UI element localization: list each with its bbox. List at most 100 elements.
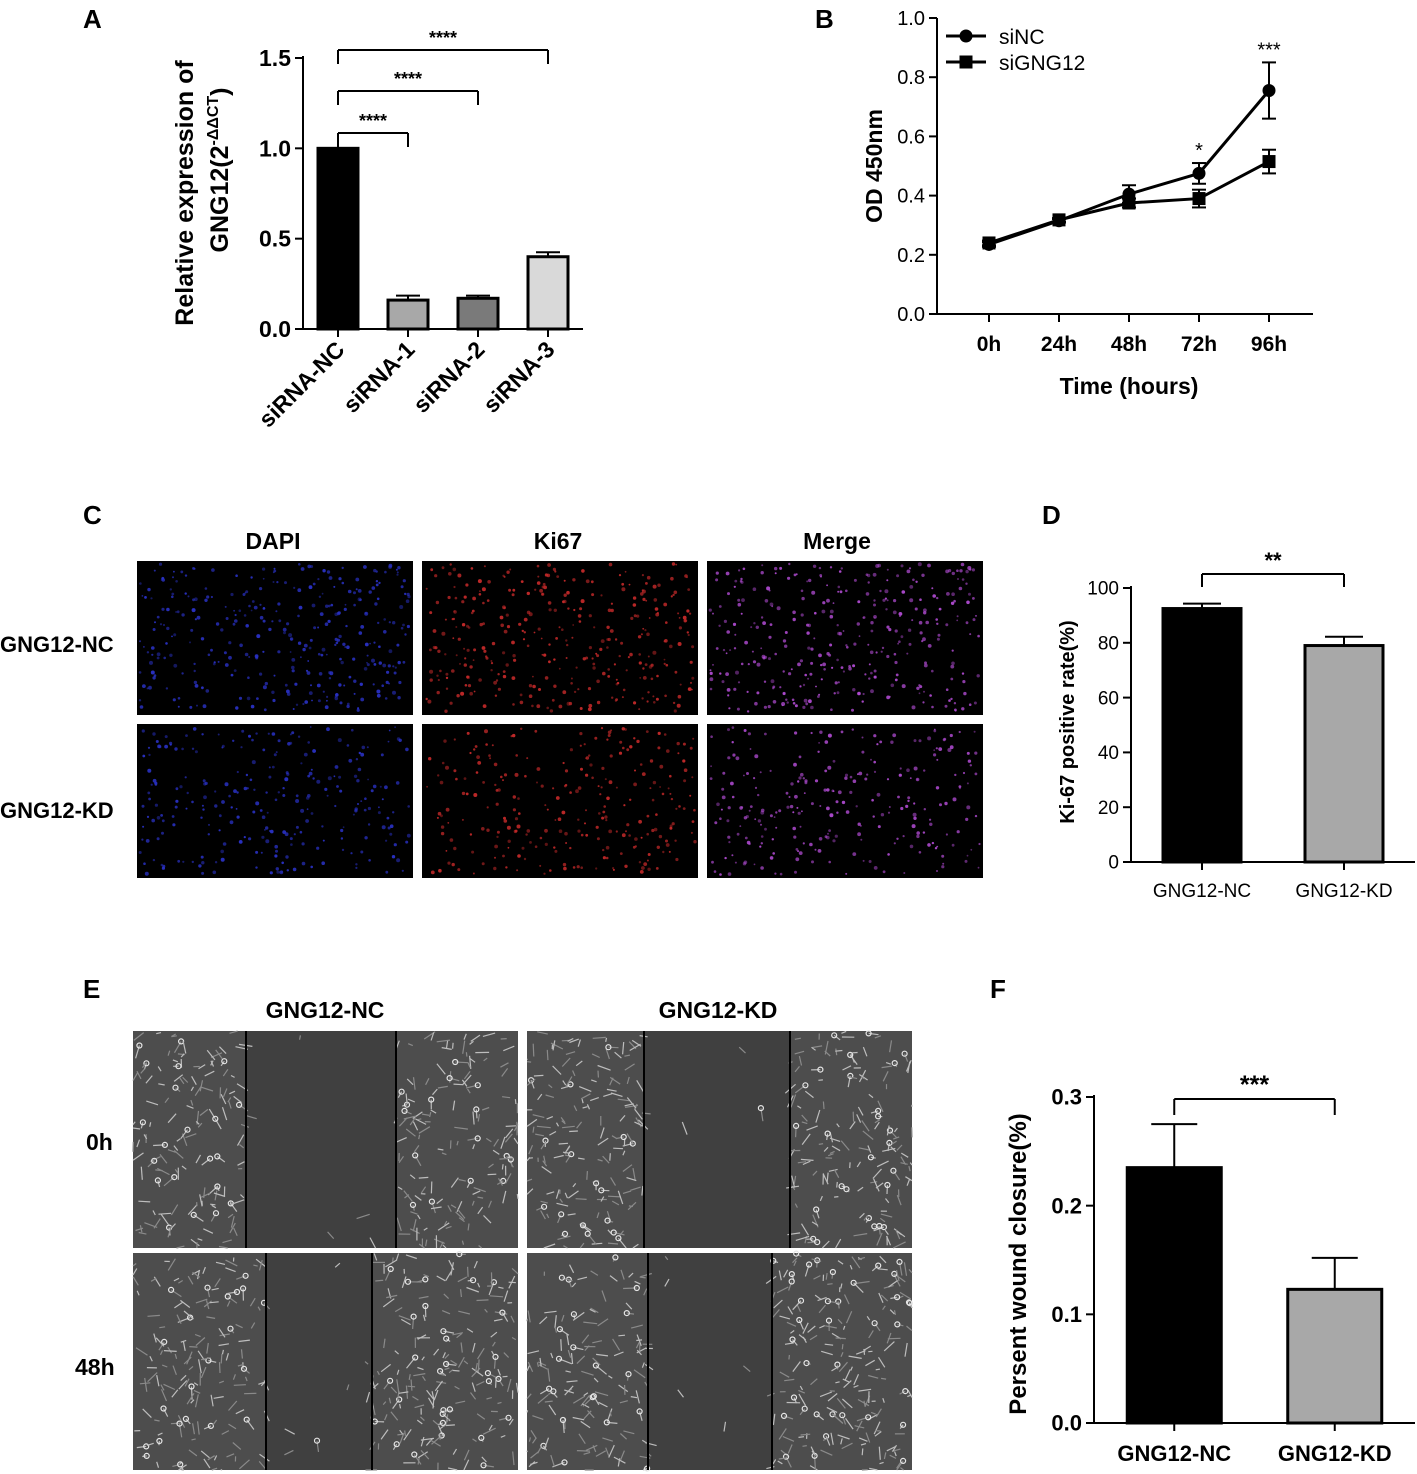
cell-nucleus <box>186 791 189 795</box>
cell-nucleus <box>558 667 561 670</box>
cell-texture <box>228 1400 238 1411</box>
cell-texture <box>375 1279 384 1282</box>
cell-texture <box>568 1151 575 1158</box>
cell-nucleus <box>968 592 971 596</box>
cell-nucleus <box>855 805 858 808</box>
cell-nucleus <box>726 819 730 823</box>
cell-nucleus <box>313 626 317 630</box>
cell-nucleus <box>503 773 508 777</box>
cell-texture <box>537 1394 549 1404</box>
cell-texture <box>837 1434 850 1440</box>
cell-nucleus <box>143 646 145 648</box>
cell-nucleus <box>641 589 644 592</box>
cell-nucleus <box>503 575 506 578</box>
cell-texture <box>582 1224 592 1232</box>
cell-nucleus <box>511 676 516 680</box>
cell-texture <box>836 1398 846 1409</box>
cell-texture <box>458 1178 466 1182</box>
cell-nucleus <box>951 571 955 576</box>
cell-texture <box>550 1388 557 1395</box>
cell-texture <box>641 1185 644 1196</box>
cell-texture <box>470 1277 477 1284</box>
cell-nucleus <box>392 811 395 814</box>
cell-nucleus <box>639 763 643 766</box>
cell-texture <box>845 1311 853 1324</box>
cell-nucleus <box>246 696 251 701</box>
cell-texture <box>797 1105 802 1109</box>
cell-nucleus <box>829 643 833 647</box>
cell-nucleus <box>141 595 144 597</box>
cell-nucleus <box>507 839 511 843</box>
cell-nucleus <box>334 765 339 769</box>
cell-nucleus <box>404 633 407 636</box>
cell-texture <box>562 1080 567 1086</box>
cell-nucleus <box>886 599 889 602</box>
cell-nucleus <box>346 744 350 747</box>
cell-nucleus <box>811 860 814 864</box>
cell-texture <box>505 1173 512 1184</box>
cell-texture <box>469 1040 474 1045</box>
cell-nucleus <box>892 733 897 738</box>
cell-texture <box>580 1093 591 1100</box>
cell-texture <box>580 1420 591 1429</box>
cell-nucleus <box>478 678 482 682</box>
cell-nucleus <box>565 639 568 642</box>
cell-texture <box>528 1437 531 1442</box>
cell-texture <box>438 1425 444 1437</box>
cell-texture <box>452 1448 458 1455</box>
cell-nucleus <box>972 597 975 600</box>
cell-texture <box>380 1363 391 1373</box>
cell-nucleus <box>370 789 374 793</box>
cell-nucleus <box>271 765 275 769</box>
cell-texture <box>723 1421 727 1432</box>
cell-texture <box>428 1096 435 1103</box>
cell-nucleus <box>802 777 805 780</box>
cell-texture <box>513 1124 519 1132</box>
cell-texture <box>237 1161 245 1166</box>
cell-nucleus <box>629 652 633 657</box>
cell-nucleus <box>327 619 331 624</box>
cell-nucleus <box>948 699 951 702</box>
cell-nucleus <box>266 811 269 814</box>
cell-texture <box>417 1366 424 1371</box>
y-tick-label: 0.8 <box>897 67 925 89</box>
cell-nucleus <box>667 787 670 790</box>
cell-texture <box>624 1054 631 1057</box>
cell-nucleus <box>395 781 400 785</box>
cell-texture <box>906 1300 913 1307</box>
cell-nucleus <box>856 622 860 626</box>
cell-nucleus <box>529 841 532 844</box>
cell-texture <box>480 1462 487 1469</box>
cell-nucleus <box>647 655 650 658</box>
cell-nucleus <box>316 779 321 784</box>
panel-letter-d: D <box>1042 500 1061 530</box>
cell-texture <box>471 1382 476 1392</box>
cell-nucleus <box>341 581 345 585</box>
cell-nucleus <box>753 863 756 866</box>
cell-texture <box>795 1125 797 1138</box>
wound-image-kd-0h <box>526 1030 913 1249</box>
cell-nucleus <box>923 611 927 615</box>
cell-nucleus <box>719 672 722 675</box>
cell-texture <box>895 1269 900 1282</box>
cell-texture <box>467 1137 478 1141</box>
cell-nucleus <box>222 842 227 846</box>
cell-texture <box>476 1380 485 1386</box>
cell-nucleus <box>307 741 311 744</box>
cell-texture <box>889 1130 898 1139</box>
cell-nucleus <box>145 839 150 843</box>
cell-texture <box>176 1245 185 1249</box>
cell-texture <box>843 1294 850 1305</box>
cell-nucleus <box>909 598 914 603</box>
cell-nucleus <box>626 823 630 827</box>
cell-nucleus <box>152 732 156 736</box>
cell-nucleus <box>632 596 637 600</box>
cell-texture <box>476 1347 485 1360</box>
cell-nucleus <box>646 859 649 862</box>
cell-texture <box>527 1310 531 1323</box>
cell-nucleus <box>798 851 803 855</box>
cell-nucleus <box>900 564 904 568</box>
cell-texture <box>426 1389 434 1400</box>
cell-nucleus <box>644 629 647 632</box>
cell-texture <box>401 1107 408 1115</box>
